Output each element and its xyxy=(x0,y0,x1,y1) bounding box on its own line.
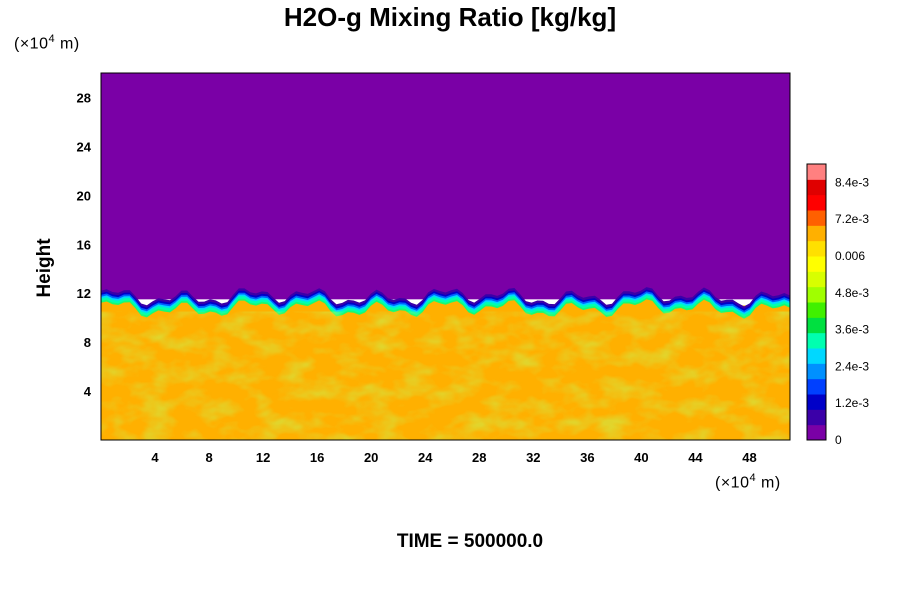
y-tick-label: 8 xyxy=(84,335,91,350)
colorbar-swatch xyxy=(807,378,826,395)
x-tick-label: 16 xyxy=(310,450,324,465)
x-tick-label: 20 xyxy=(364,450,378,465)
x-tick-label: 32 xyxy=(526,450,540,465)
time-label: TIME = 500000.0 xyxy=(396,531,544,552)
colorbar-swatch xyxy=(807,302,826,318)
colorbar-swatch xyxy=(807,240,826,257)
y-unit-prefix: (×10 xyxy=(14,35,49,53)
colorbar-frame xyxy=(806,163,827,441)
colorbar-tick-label: 8.4e-3 xyxy=(835,175,869,189)
x-tick-label: 44 xyxy=(688,450,703,465)
x-unit-suffix: m) xyxy=(756,474,781,492)
colorbar-swatch xyxy=(807,256,826,272)
x-tick-label: 28 xyxy=(472,450,486,465)
colorbar-swatch xyxy=(807,348,826,364)
x-tick-label: 12 xyxy=(256,450,270,465)
y-tick-label: 24 xyxy=(77,139,92,154)
x-tick-label: 36 xyxy=(580,450,594,465)
colorbar-swatch xyxy=(807,286,826,303)
colorbar-swatch xyxy=(807,225,826,242)
x-unit-exponent: 4 xyxy=(749,472,757,484)
chart-title: H2O-g Mixing Ratio [kg/kg] xyxy=(283,2,617,32)
colorbar-tick-label: 3.6e-3 xyxy=(835,323,869,337)
colorbar-swatch xyxy=(807,409,826,426)
colorbar-swatch xyxy=(807,332,826,349)
y-unit-suffix: m) xyxy=(55,35,80,53)
colorbar-swatch xyxy=(807,394,826,410)
y-unit-exponent: 4 xyxy=(48,33,56,45)
colorbar-tick-label: 0 xyxy=(835,433,842,447)
x-tick-label: 48 xyxy=(742,450,756,465)
colorbar-swatch xyxy=(807,164,826,180)
y-axis-unit: (×104 m) xyxy=(14,33,80,53)
colorbar-tick-label: 0.006 xyxy=(835,249,865,263)
colorbar-swatch xyxy=(807,179,826,196)
colorbar-swatch xyxy=(807,210,826,226)
y-tick-label: 12 xyxy=(77,286,91,301)
colorbar-tick-label: 2.4e-3 xyxy=(835,359,869,373)
colorbar-tick-label: 7.2e-3 xyxy=(835,212,869,226)
y-tick-label: 16 xyxy=(77,237,91,252)
x-tick-label: 4 xyxy=(151,450,159,465)
x-tick-label: 24 xyxy=(418,450,433,465)
colorbar-tick-label: 1.2e-3 xyxy=(835,396,869,410)
x-tick-label: 8 xyxy=(205,450,212,465)
plot-frame xyxy=(100,72,791,441)
x-axis-unit: (×104 m) xyxy=(715,472,781,492)
y-tick-label: 28 xyxy=(77,90,91,105)
colorbar-swatch xyxy=(807,317,826,334)
colorbar: 0 1.2e-3 2.4e-3 3.6e-3 4.8e-3 0.006 7.2e-3 8.4e… xyxy=(806,163,869,447)
x-tick-group: 4 8 12 16 20 24 28 32 36 40 44 48 xyxy=(151,450,756,465)
x-unit-prefix: (×10 xyxy=(715,474,750,492)
region-0 xyxy=(101,73,790,300)
lower-layer-texture xyxy=(101,311,790,440)
y-tick-group: 4 8 12 16 20 24 28 xyxy=(77,90,92,399)
y-tick-label: 20 xyxy=(77,188,91,203)
colorbar-swatch xyxy=(807,271,826,288)
y-axis-label: Height xyxy=(34,238,55,298)
colorbar-swatch xyxy=(807,424,826,441)
x-tick-label: 40 xyxy=(634,450,648,465)
colorbar-swatch xyxy=(807,194,826,211)
y-tick-label: 4 xyxy=(84,384,92,399)
colorbar-swatch xyxy=(807,363,826,380)
plot-area xyxy=(101,73,790,440)
colorbar-tick-label: 4.8e-3 xyxy=(835,286,869,300)
